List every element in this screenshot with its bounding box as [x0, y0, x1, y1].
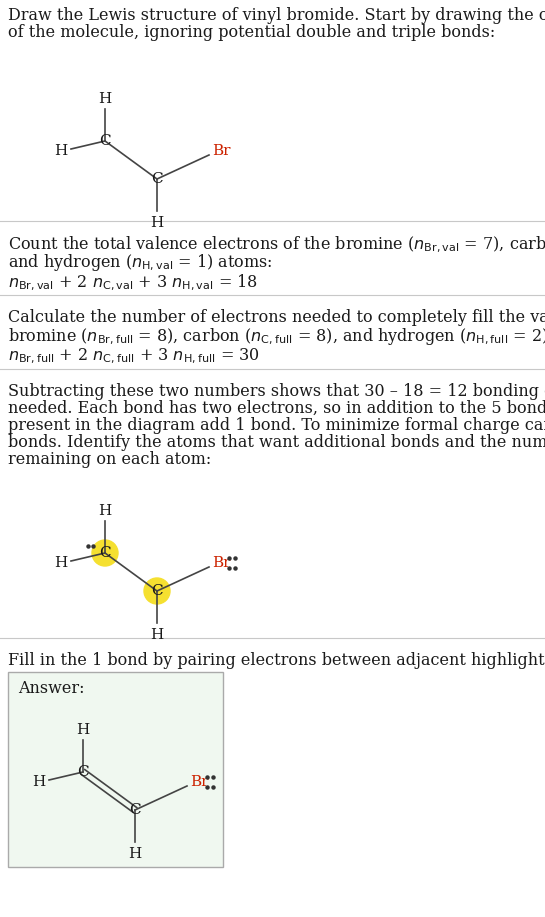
Text: C: C — [151, 172, 163, 186]
Text: Fill in the 1 bond by pairing electrons between adjacent highlighted atoms:: Fill in the 1 bond by pairing electrons … — [8, 652, 545, 669]
Text: present in the diagram add 1 bond. To minimize formal charge carbon wants 4: present in the diagram add 1 bond. To mi… — [8, 417, 545, 434]
Text: H: H — [99, 504, 112, 518]
Text: H: H — [76, 723, 89, 737]
Text: H: H — [129, 847, 142, 861]
Text: Br: Br — [190, 775, 208, 789]
Text: C: C — [129, 803, 141, 817]
Text: Subtracting these two numbers shows that 30 – 18 = 12 bonding electrons are: Subtracting these two numbers shows that… — [8, 383, 545, 400]
Text: H: H — [54, 144, 68, 158]
Text: and hydrogen ($n_{\mathrm{H,val}}$ = 1) atoms:: and hydrogen ($n_{\mathrm{H,val}}$ = 1) … — [8, 252, 272, 273]
Text: H: H — [32, 775, 46, 789]
Circle shape — [144, 578, 170, 604]
Text: $n_{\mathrm{Br,full}}$ + 2 $n_{\mathrm{C,full}}$ + 3 $n_{\mathrm{H,full}}$ = 30: $n_{\mathrm{Br,full}}$ + 2 $n_{\mathrm{C… — [8, 347, 260, 366]
Text: C: C — [151, 584, 163, 598]
FancyBboxPatch shape — [8, 672, 223, 867]
Text: remaining on each atom:: remaining on each atom: — [8, 451, 211, 468]
Text: needed. Each bond has two electrons, so in addition to the 5 bonds already: needed. Each bond has two electrons, so … — [8, 400, 545, 417]
Text: Draw the Lewis structure of vinyl bromide. Start by drawing the overall structur: Draw the Lewis structure of vinyl bromid… — [8, 7, 545, 24]
Text: C: C — [99, 134, 111, 148]
Text: Count the total valence electrons of the bromine ($n_{\mathrm{Br,val}}$ = 7), ca: Count the total valence electrons of the… — [8, 235, 545, 255]
Text: bromine ($n_{\mathrm{Br,full}}$ = 8), carbon ($n_{\mathrm{C,full}}$ = 8), and hy: bromine ($n_{\mathrm{Br,full}}$ = 8), ca… — [8, 326, 545, 347]
Text: H: H — [150, 628, 164, 642]
Text: Answer:: Answer: — [18, 680, 84, 697]
Text: bonds. Identify the atoms that want additional bonds and the number of electrons: bonds. Identify the atoms that want addi… — [8, 434, 545, 451]
Text: C: C — [99, 546, 111, 560]
Text: $n_{\mathrm{Br,val}}$ + 2 $n_{\mathrm{C,val}}$ + 3 $n_{\mathrm{H,val}}$ = 18: $n_{\mathrm{Br,val}}$ + 2 $n_{\mathrm{C,… — [8, 273, 258, 293]
Text: Br: Br — [212, 556, 230, 570]
Circle shape — [92, 540, 118, 566]
Text: H: H — [150, 216, 164, 230]
Text: of the molecule, ignoring potential double and triple bonds:: of the molecule, ignoring potential doub… — [8, 24, 495, 41]
Text: Br: Br — [212, 144, 230, 158]
Text: H: H — [54, 556, 68, 570]
Text: Calculate the number of electrons needed to completely fill the valence shells f: Calculate the number of electrons needed… — [8, 309, 545, 326]
Text: H: H — [99, 92, 112, 106]
Text: C: C — [77, 765, 89, 779]
